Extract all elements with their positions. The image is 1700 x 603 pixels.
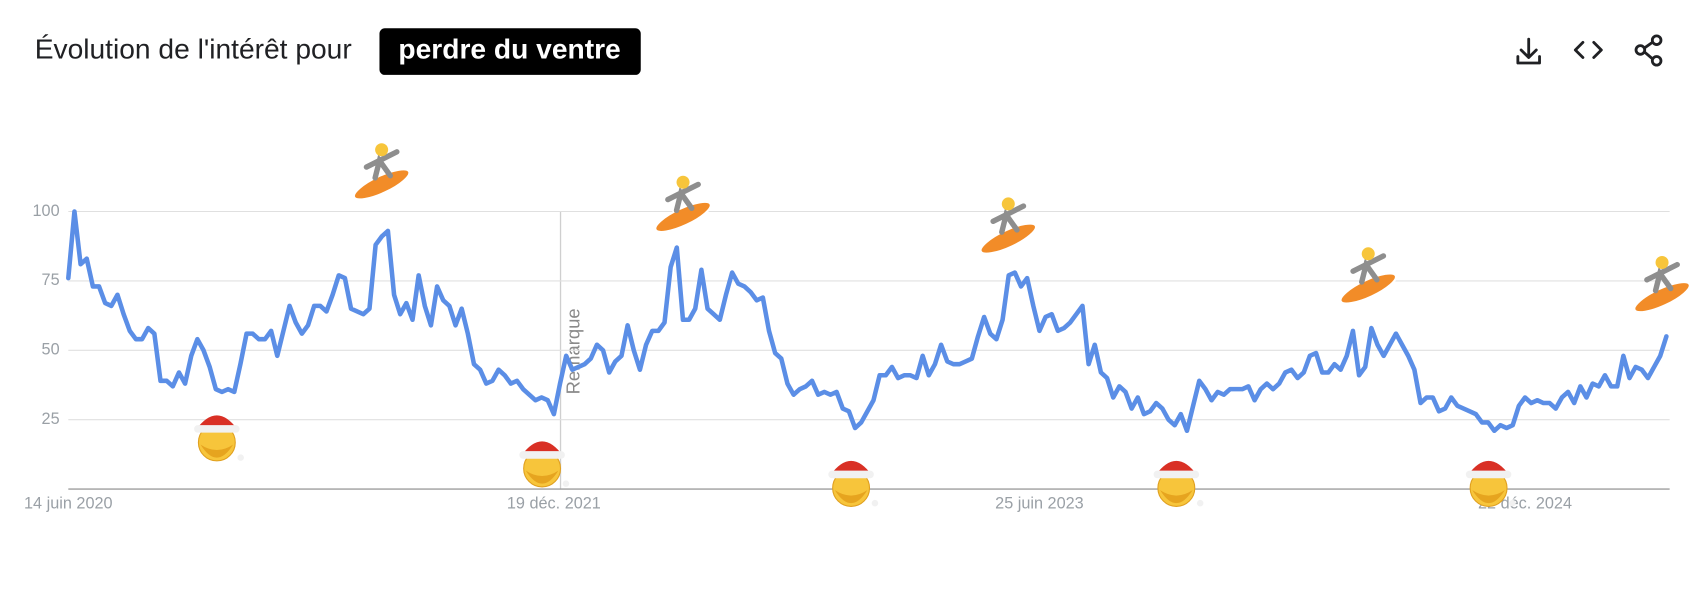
surfer-head	[1361, 247, 1375, 261]
surfboard	[1633, 281, 1691, 314]
santa-sticker	[194, 415, 244, 462]
note-label: Remarque	[562, 308, 583, 394]
surfer-body	[1644, 261, 1680, 294]
santa-pompom	[1196, 499, 1204, 507]
santa-beard	[834, 490, 868, 504]
y-tick-label: 100	[33, 202, 60, 220]
santa-hat-band	[194, 425, 240, 433]
santa-beard	[1472, 490, 1505, 504]
santa-sticker	[1153, 460, 1204, 507]
santa-hat-band	[1153, 470, 1200, 479]
santa-pompom	[1509, 499, 1516, 507]
surfboard	[352, 168, 411, 201]
surfer-sticker	[1339, 247, 1398, 305]
surfboard	[979, 222, 1038, 255]
y-tick-label: 50	[42, 341, 60, 359]
surfer-body	[990, 203, 1027, 235]
trend-line	[66, 209, 1669, 434]
santa-sticker	[1465, 460, 1516, 507]
surfer-body	[1350, 253, 1387, 285]
y-tick-label: 75	[42, 271, 60, 289]
surfer-head	[375, 143, 389, 157]
term-chip	[379, 28, 641, 75]
santa-hat-band	[519, 451, 565, 459]
santa-sticker	[519, 441, 570, 488]
santa-hat-band	[1465, 470, 1512, 479]
x-tick-label: 19 déc. 2021	[507, 495, 601, 513]
santa-pompom	[562, 480, 570, 487]
santa-pompom	[237, 454, 244, 461]
santa-beard	[1160, 490, 1193, 504]
x-tick-label: 14 juin 2020	[24, 495, 113, 513]
surfer-sticker	[1633, 255, 1691, 314]
surfer-body	[665, 181, 701, 214]
santa-pompom	[871, 499, 879, 507]
y-tick-label: 25	[42, 410, 60, 428]
santa-sticker	[828, 460, 879, 507]
download-button[interactable]	[1511, 35, 1546, 70]
surfer-head	[676, 175, 690, 189]
surfer-head	[1001, 197, 1015, 211]
santa-hat-band	[828, 470, 874, 479]
embed-button[interactable]	[1571, 35, 1606, 70]
title: Évolution de l'intérêt pour	[35, 32, 352, 64]
santa-beard	[525, 470, 559, 484]
surfer-head	[1655, 255, 1669, 269]
surfer-sticker	[979, 197, 1038, 255]
surfboard	[1339, 272, 1398, 305]
surfer-body	[363, 149, 400, 181]
surfboard	[654, 200, 712, 234]
x-tick-label: 25 juin 2023	[995, 495, 1084, 513]
surfer-sticker	[352, 143, 411, 201]
santa-beard	[200, 444, 234, 458]
share-button[interactable]	[1631, 34, 1666, 70]
term: perdre du ventre	[398, 32, 620, 64]
surfer-sticker	[654, 175, 712, 234]
